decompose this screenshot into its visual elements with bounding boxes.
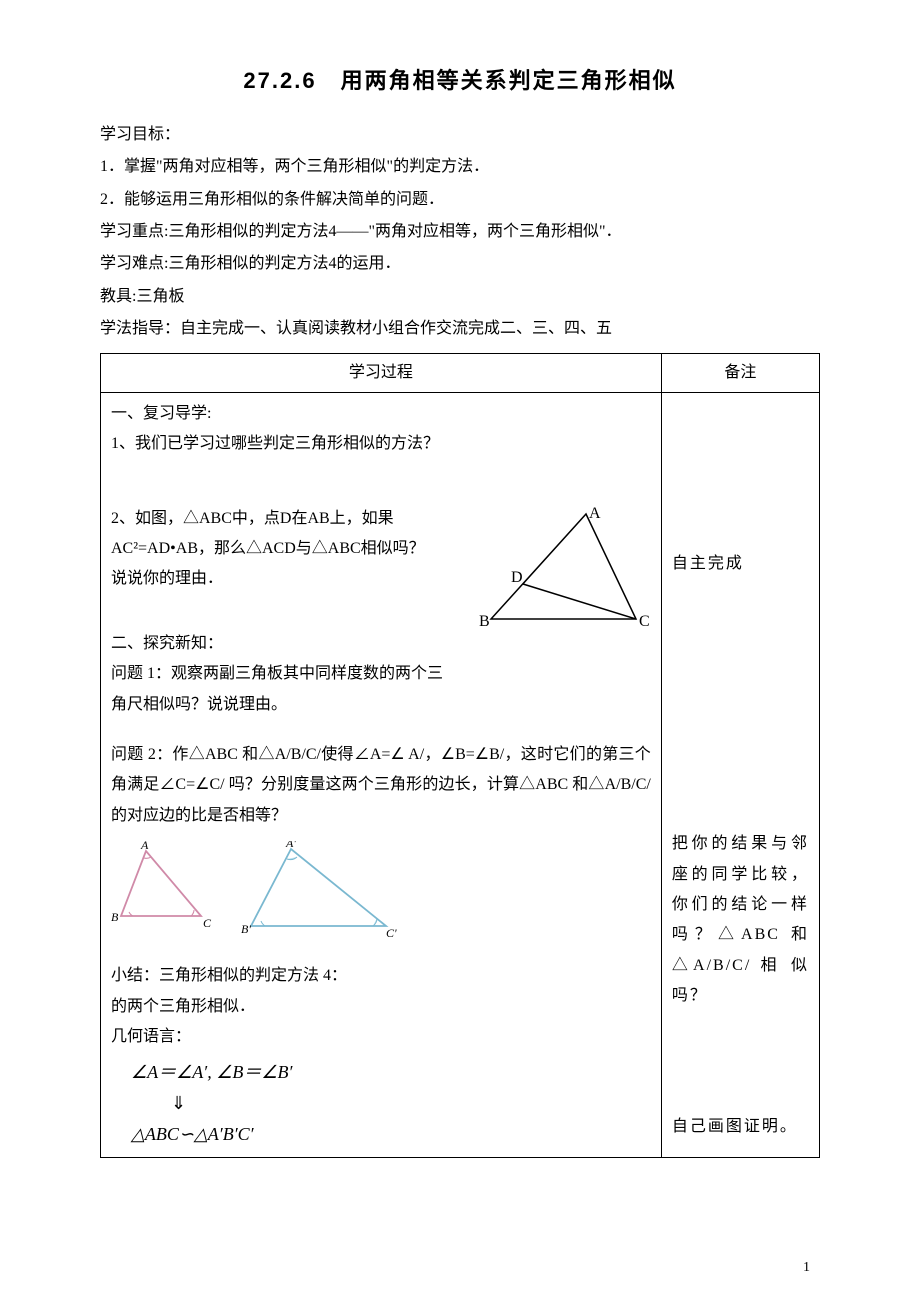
pink-triangle: A B C: [111, 841, 221, 931]
blue-label-C: C': [386, 926, 397, 940]
blue-label-A: A': [285, 841, 296, 850]
process-cell: 一、复习导学: 1、我们已学习过哪些判定三角形相似的方法？ 2、如图，△ABC中…: [101, 392, 662, 1157]
section1-q2-line2: 说说你的理由．: [111, 564, 471, 594]
remark-3: 自己画图证明。: [672, 1112, 809, 1142]
label-D: D: [511, 569, 523, 586]
page-title: 27.2.6 用两角相等关系判定三角形相似: [100, 60, 820, 102]
header-remark: 备注: [661, 353, 819, 392]
objective-1: 1．掌握"两角对应相等，两个三角形相似"的判定方法．: [100, 152, 820, 182]
lesson-table: 学习过程 备注 一、复习导学: 1、我们已学习过哪些判定三角形相似的方法？ 2、…: [100, 353, 820, 1158]
table-header-row: 学习过程 备注: [101, 353, 820, 392]
key-point: 学习重点:三角形相似的判定方法4——"两角对应相等，两个三角形相似"．: [100, 217, 820, 247]
triangle-abc-figure: A B C D: [471, 504, 651, 634]
geometry-language-label: 几何语言：: [111, 1022, 651, 1052]
problem2: 问题 2：作△ABC 和△A/B/C/使得∠A=∠ A/，∠B=∠B/，这时它们…: [111, 740, 651, 831]
pink-label-C: C: [203, 916, 212, 930]
blue-triangle: A' B' C': [241, 841, 401, 941]
method-guide: 学法指导：自主完成一、认真阅读教材小组合作交流完成二、三、四、五: [100, 314, 820, 344]
problem1-line1: 问题 1：观察两副三角板其中同样度数的两个三: [111, 659, 651, 689]
tools: 教具:三角板: [100, 282, 820, 312]
label-A: A: [589, 505, 601, 522]
section1-q1: 1、我们已学习过哪些判定三角形相似的方法？: [111, 429, 651, 459]
remark-1: 自主完成: [672, 549, 809, 579]
section2-heading: 二、探究新知：: [111, 629, 471, 659]
pink-label-B: B: [111, 910, 119, 924]
remark-2: 把你的结果与邻座的同学比较，你们的结论一样吗？△ABC 和△A/B/C/ 相 似…: [672, 829, 809, 1011]
difficulty: 学习难点:三角形相似的判定方法4的运用．: [100, 249, 820, 279]
blue-label-B: B': [241, 922, 251, 936]
table-body-row: 一、复习导学: 1、我们已学习过哪些判定三角形相似的方法？ 2、如图，△ABC中…: [101, 392, 820, 1157]
label-B: B: [479, 613, 490, 630]
problem1-line2: 角尺相似吗？说说理由。: [111, 690, 651, 720]
section1-q2-line1: 2、如图，△ABC中，点D在AB上，如果AC²=AD•AB，那么△ACD与△AB…: [111, 504, 471, 565]
header-process: 学习过程: [101, 353, 662, 392]
objectives-heading: 学习目标：: [100, 120, 820, 150]
objective-2: 2．能够运用三角形相似的条件解决简单的问题．: [100, 185, 820, 215]
math-expression: ∠A＝∠A′, ∠B＝∠B′ ⇓ △ABC∽△A′B′C′: [131, 1058, 651, 1148]
label-C: C: [639, 613, 650, 630]
math-line2: △ABC∽△A′B′C′: [131, 1120, 651, 1149]
summary-line2: 的两个三角形相似．: [111, 992, 651, 1022]
remark-cell: 自主完成 把你的结果与邻座的同学比较，你们的结论一样吗？△ABC 和△A/B/C…: [661, 392, 819, 1157]
section1-heading: 一、复习导学:: [111, 399, 651, 429]
down-arrow-icon: ⇓: [171, 1089, 186, 1118]
summary-line1: 小结：三角形相似的判定方法 4：: [111, 961, 651, 991]
page-number: 1: [803, 1255, 810, 1282]
pink-label-A: A: [140, 841, 149, 852]
two-triangles-figure: A B C A' B' C': [111, 841, 651, 941]
math-line1: ∠A＝∠A′, ∠B＝∠B′: [131, 1058, 651, 1087]
